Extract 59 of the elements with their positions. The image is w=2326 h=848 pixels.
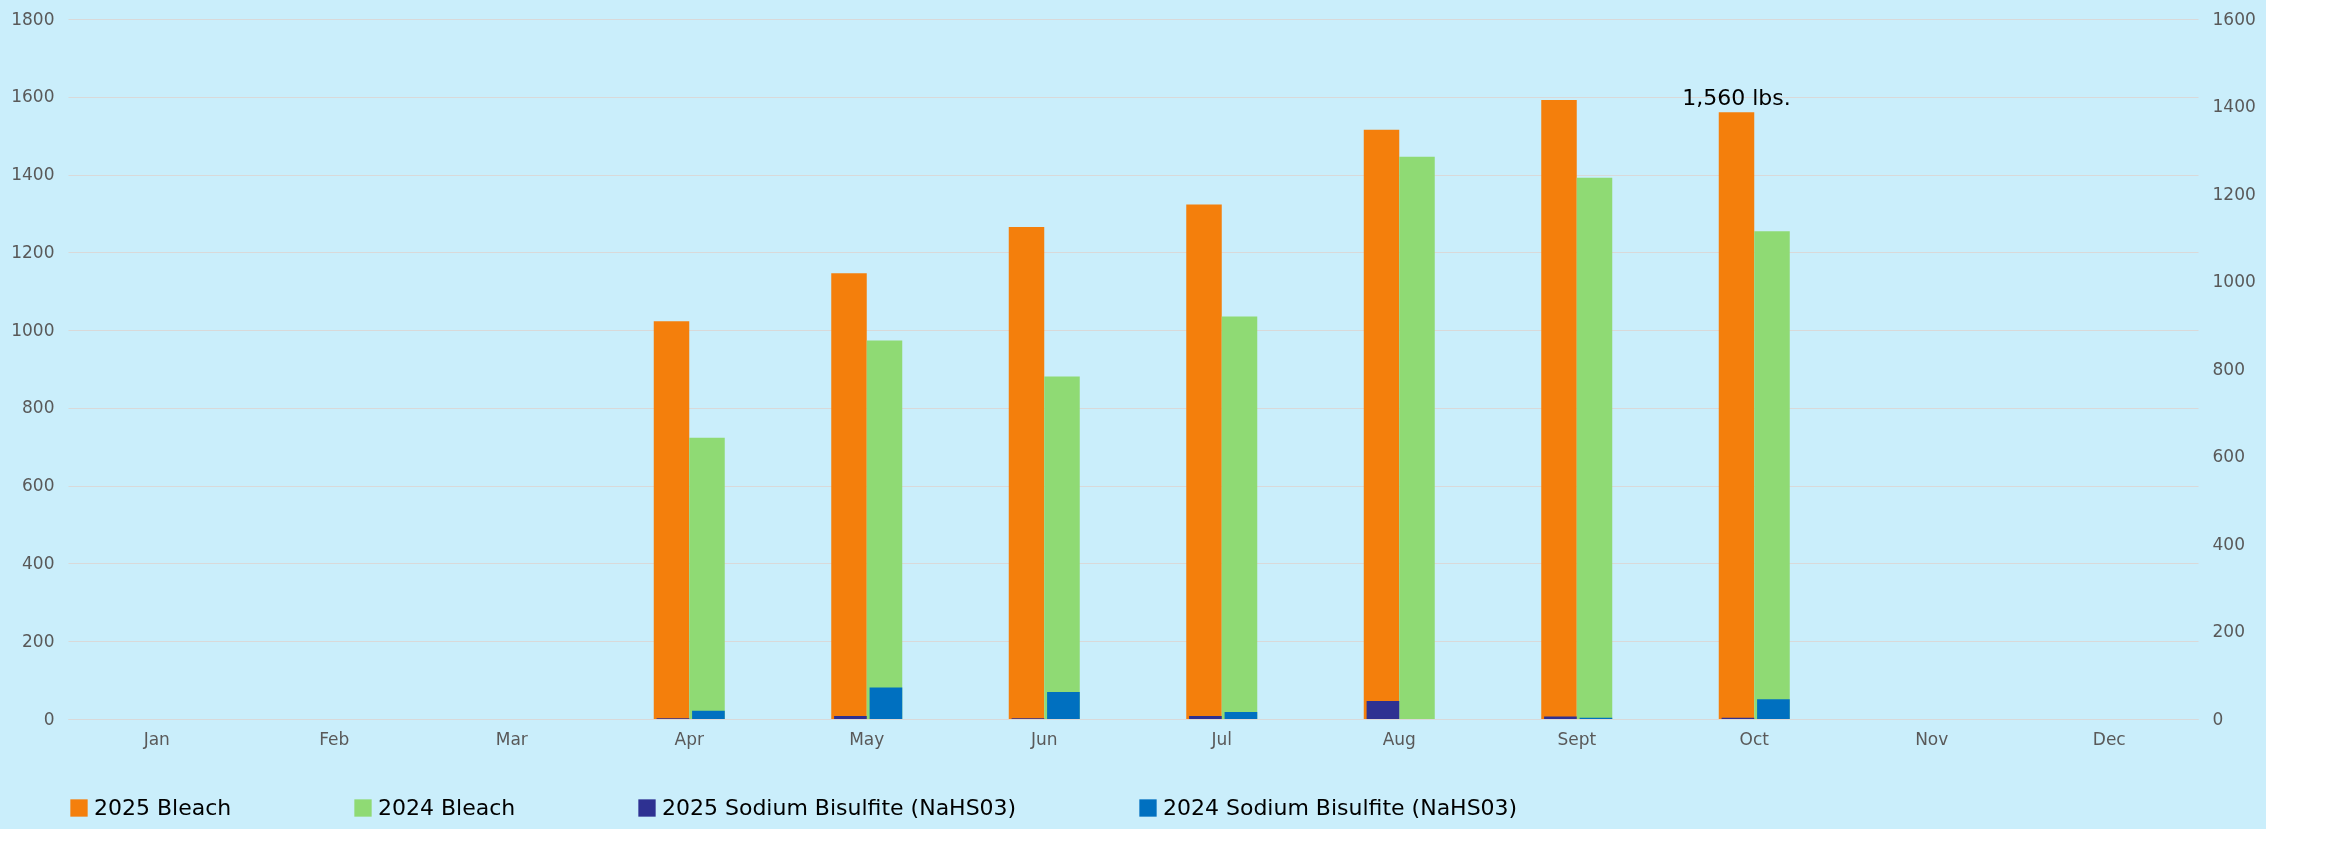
bar [834, 715, 867, 719]
annotation: 1,560 lbs. [1682, 85, 1791, 111]
bar [1008, 227, 1045, 719]
x-tick-label: Feb [319, 728, 350, 749]
x-tick-label: Jun [1029, 728, 1058, 749]
y-tick-label: 1800 [11, 8, 55, 29]
x-tick-label: Jan [142, 728, 170, 749]
legend-label: 2024 Bleach [378, 795, 516, 820]
bar [1544, 716, 1577, 719]
x-tick-label: Mar [495, 728, 528, 749]
bar [1399, 156, 1435, 719]
y-tick-label: 1000 [11, 319, 55, 340]
bar [1541, 99, 1577, 719]
legend-label: 2025 Bleach [94, 795, 232, 820]
x-tick-label: Jul [1210, 728, 1233, 749]
bar [689, 437, 725, 719]
bar [1754, 231, 1790, 719]
y-tick-label: 400 [22, 552, 55, 573]
y-tick-label: 1200 [11, 241, 55, 262]
bar [1718, 112, 1755, 719]
y2-tick-label: 400 [2212, 533, 2245, 554]
bar [869, 687, 903, 719]
bar [692, 710, 725, 719]
bar [831, 273, 867, 719]
bar [1047, 691, 1080, 719]
bar [1224, 712, 1258, 719]
bar [653, 321, 690, 719]
y2-tick-label: 1200 [2212, 183, 2256, 204]
bar [1186, 204, 1222, 719]
x-tick-label: Sept [1557, 728, 1597, 749]
y-tick-label: 800 [22, 397, 55, 418]
y2-tick-label: 200 [2212, 621, 2245, 641]
legend-label: 2024 Sodium Bisulfite (NaHS03) [1163, 795, 1518, 820]
y2-tick-label: 0 [2212, 708, 2224, 729]
y-tick-label: 200 [22, 630, 55, 651]
bar [1757, 699, 1790, 719]
bar [1576, 177, 1613, 719]
bar [1366, 701, 1400, 719]
x-tick-label: Apr [674, 728, 704, 749]
y2-tick-label: 1600 [2212, 8, 2256, 29]
y-tick-label: 1400 [11, 164, 55, 185]
bar [1221, 316, 1258, 719]
y-tick-label: 1600 [11, 86, 55, 107]
x-tick-label: Nov [1915, 728, 1949, 749]
y-tick-label: 0 [43, 708, 55, 729]
y2-tick-label: 1000 [2212, 271, 2256, 291]
y2-tick-label: 600 [2212, 446, 2245, 466]
bar [1044, 376, 1080, 719]
y2-tick-label: 1400 [2212, 96, 2256, 116]
bar [1189, 715, 1222, 719]
x-tick-label: Aug [1382, 728, 1416, 749]
bar [1363, 129, 1400, 719]
y-tick-label: 600 [22, 475, 55, 496]
x-tick-label: Dec [2092, 728, 2126, 749]
y2-tick-label: 800 [2212, 358, 2245, 379]
legend-label: 2025 Sodium Bisulfite (NaHS03) [662, 795, 1017, 820]
bar [866, 340, 903, 719]
x-tick-label: May [849, 728, 885, 749]
x-tick-label: Oct [1739, 728, 1770, 749]
